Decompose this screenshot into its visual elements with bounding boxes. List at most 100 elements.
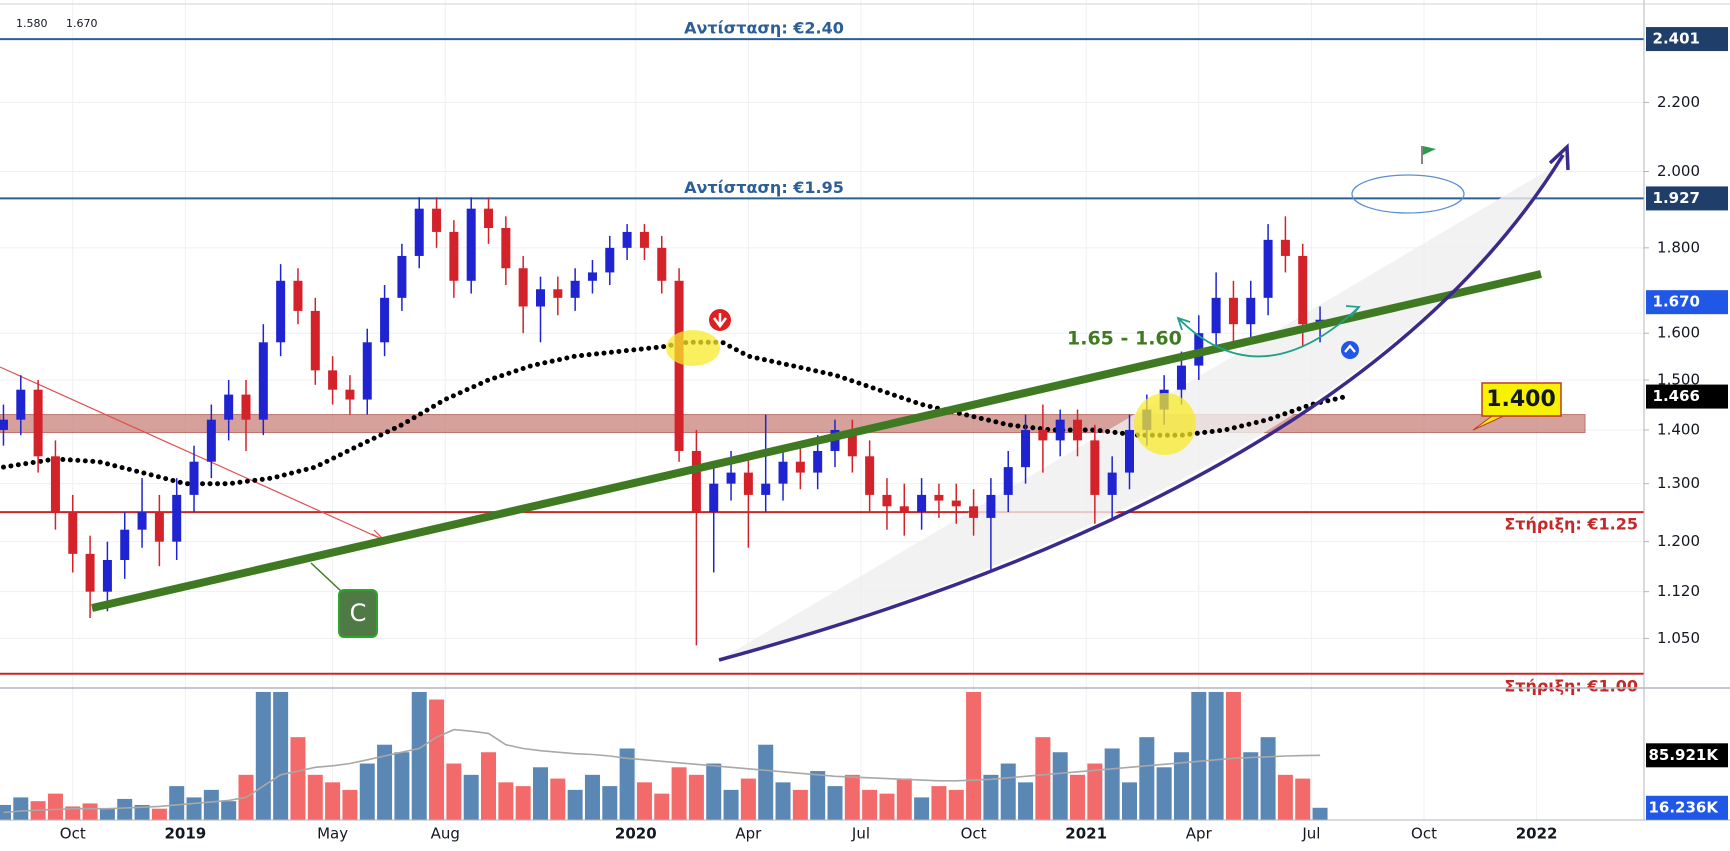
volume-bar xyxy=(342,789,358,820)
arrow-head xyxy=(1345,305,1361,318)
candle-body xyxy=(85,553,95,592)
candle-body xyxy=(605,247,615,273)
volume-bar xyxy=(740,778,756,820)
volume-bar xyxy=(1156,767,1172,820)
volume-bar xyxy=(411,692,427,820)
x-tick-label: Apr xyxy=(1186,825,1213,843)
volume-bar xyxy=(636,782,652,820)
candle-body xyxy=(951,500,961,507)
volume-bar xyxy=(463,774,479,820)
volume-bar xyxy=(221,801,237,820)
candle-body xyxy=(882,494,892,507)
x-tick-label: Oct xyxy=(961,825,987,843)
marks-layer xyxy=(0,197,1349,820)
candle-body xyxy=(813,450,823,473)
candle-body xyxy=(276,280,286,343)
candle-body xyxy=(172,494,182,542)
up-arrow xyxy=(1344,344,1356,353)
volume-bar xyxy=(1104,748,1120,820)
volume-bar xyxy=(359,763,375,820)
volume-bar xyxy=(1295,778,1311,820)
price-marker-box xyxy=(1646,384,1728,409)
level-label: Στήριξη: €1.00 xyxy=(1504,676,1638,695)
volume-bar xyxy=(844,774,860,820)
candle-body xyxy=(1246,297,1256,325)
volume-bar xyxy=(792,789,808,820)
arrow-head xyxy=(1548,143,1570,171)
candle-body xyxy=(1263,239,1273,298)
volume-bar xyxy=(775,782,791,820)
candle-body xyxy=(986,494,996,518)
volume-bar xyxy=(446,763,462,820)
level-label: Αντίσταση: €1.95 xyxy=(684,178,844,197)
x-tick-label: 2020 xyxy=(615,825,657,843)
volume-bar xyxy=(325,782,341,820)
support-zone xyxy=(0,414,1586,434)
volume-bar xyxy=(1139,737,1155,820)
level-label: Στήριξη: €1.25 xyxy=(1504,515,1638,534)
volume-bar xyxy=(1277,774,1293,820)
volume-bar xyxy=(117,798,133,820)
volume-bar xyxy=(914,797,930,820)
volume-bar xyxy=(481,752,497,820)
candle-body xyxy=(380,297,390,343)
candle-body xyxy=(1124,429,1134,473)
volume-bar xyxy=(1121,782,1137,820)
price-marker-label: 1.670 xyxy=(1653,293,1700,311)
candle-body xyxy=(847,429,857,457)
volume-bar xyxy=(1191,692,1207,820)
price-marker-box xyxy=(1646,743,1728,768)
volume-bar xyxy=(619,748,635,820)
candle-body xyxy=(310,310,320,371)
price-marker-box xyxy=(1646,795,1728,820)
volume-bar xyxy=(810,771,826,820)
volume-bar xyxy=(584,774,600,820)
price-marker-box xyxy=(1646,27,1728,52)
trendline xyxy=(91,270,1542,612)
volume-bar xyxy=(82,803,98,820)
volume-bar xyxy=(983,774,999,820)
candle-body xyxy=(691,450,701,513)
volume-bar xyxy=(827,786,843,820)
candle-body xyxy=(414,208,424,256)
candle-body xyxy=(241,394,251,420)
candle-body xyxy=(345,389,355,400)
level-label: Αντίσταση: €2.40 xyxy=(684,19,844,38)
candle-body xyxy=(674,280,684,451)
front-annotations: C 1.65 - 1.60 1.400 Αντίσταση: €2.40 Αντί… xyxy=(91,19,1638,695)
x-tick-label: Apr xyxy=(735,825,762,843)
volume-bar xyxy=(567,789,583,820)
volume-bar xyxy=(688,774,704,820)
candle-body xyxy=(501,227,511,269)
volume-bar xyxy=(273,692,289,820)
volume-bar xyxy=(203,789,219,820)
candle-body xyxy=(1228,297,1238,325)
volume-bar xyxy=(65,806,81,820)
volume-bar xyxy=(290,737,306,820)
volume-bar xyxy=(307,774,323,820)
volume-bar xyxy=(186,797,202,820)
candle-body xyxy=(154,512,164,542)
volume-bar xyxy=(1208,692,1224,820)
candle-body xyxy=(1280,239,1290,256)
volume-bar xyxy=(948,789,964,820)
x-tick-label: Oct xyxy=(60,825,86,843)
price-marker-label: 2.401 xyxy=(1653,30,1700,48)
candle-body xyxy=(50,456,60,513)
price-marker-box xyxy=(1646,186,1728,211)
x-tick-label: May xyxy=(317,825,348,843)
candle-body xyxy=(657,247,667,281)
candle-body xyxy=(1107,472,1117,495)
volume-bar xyxy=(515,786,531,820)
candle-body xyxy=(16,389,26,420)
candle-body xyxy=(743,472,753,495)
candle-body xyxy=(189,461,199,495)
volume-bar xyxy=(532,767,548,820)
candle-body xyxy=(120,529,130,561)
growth-curve xyxy=(718,154,1565,662)
candle-body xyxy=(570,280,580,298)
x-tick-label: Jul xyxy=(1301,825,1320,843)
candle-body xyxy=(934,494,944,501)
